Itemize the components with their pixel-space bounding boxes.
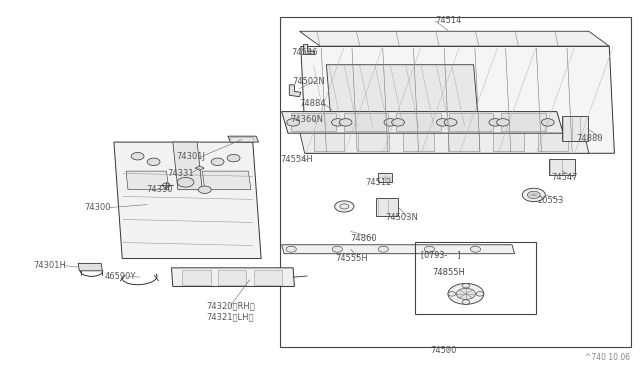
Polygon shape (326, 65, 479, 127)
Circle shape (448, 283, 484, 304)
Polygon shape (282, 245, 515, 254)
Polygon shape (173, 142, 202, 190)
Bar (538, 132, 568, 151)
Circle shape (436, 119, 449, 126)
Polygon shape (282, 112, 563, 133)
Circle shape (198, 186, 211, 193)
Bar (230, 137, 253, 141)
Text: 74360N: 74360N (290, 115, 323, 124)
Polygon shape (126, 171, 169, 190)
Text: 74503N: 74503N (385, 213, 418, 222)
Polygon shape (303, 44, 314, 54)
Bar (291, 113, 336, 131)
Circle shape (378, 246, 388, 252)
Circle shape (541, 119, 554, 126)
Circle shape (470, 246, 481, 252)
Circle shape (335, 201, 354, 212)
Text: 46590Y: 46590Y (104, 272, 136, 280)
Circle shape (522, 188, 545, 202)
Text: 74555H: 74555H (335, 254, 368, 263)
Bar (448, 132, 479, 151)
Polygon shape (114, 142, 261, 259)
Circle shape (527, 191, 540, 199)
Polygon shape (195, 166, 204, 170)
Text: [0793-    ]: [0793- ] (421, 250, 461, 259)
Polygon shape (202, 171, 251, 190)
Bar (358, 132, 389, 151)
Circle shape (227, 154, 240, 162)
Circle shape (332, 119, 344, 126)
Bar (344, 113, 388, 131)
Circle shape (177, 177, 194, 187)
Text: 74547: 74547 (552, 173, 578, 182)
Circle shape (384, 119, 397, 126)
Text: 74502N: 74502N (292, 77, 324, 86)
Bar (501, 113, 546, 131)
Polygon shape (301, 46, 614, 153)
Text: 74331: 74331 (167, 169, 194, 178)
Circle shape (211, 158, 224, 166)
Bar (182, 270, 211, 285)
Text: 74320〈RH〉: 74320〈RH〉 (207, 301, 255, 310)
Text: ^740 10.06: ^740 10.06 (585, 353, 630, 362)
Text: 74880: 74880 (576, 134, 603, 143)
Polygon shape (78, 263, 102, 271)
Text: 74855H: 74855H (433, 268, 465, 277)
Text: 74860: 74860 (351, 234, 378, 243)
Circle shape (462, 300, 470, 304)
Circle shape (476, 292, 484, 296)
Text: 74330: 74330 (146, 185, 173, 194)
Bar (403, 132, 434, 151)
Bar (378, 173, 392, 182)
Circle shape (462, 283, 470, 288)
Bar (314, 132, 344, 151)
Text: 74546: 74546 (291, 48, 317, 57)
Bar (549, 159, 575, 175)
Bar (218, 270, 246, 285)
Bar (449, 113, 493, 131)
Text: 74514: 74514 (435, 16, 461, 25)
Circle shape (131, 153, 144, 160)
Bar (493, 132, 524, 151)
Polygon shape (228, 136, 259, 142)
Circle shape (456, 288, 476, 299)
Circle shape (392, 119, 404, 126)
Bar (376, 198, 398, 216)
Polygon shape (300, 131, 589, 153)
Circle shape (497, 119, 509, 126)
Circle shape (287, 119, 300, 126)
Text: 74301J: 74301J (177, 153, 205, 161)
Circle shape (340, 204, 349, 209)
Circle shape (424, 246, 435, 252)
Polygon shape (172, 268, 294, 286)
Polygon shape (300, 31, 609, 46)
Circle shape (339, 119, 352, 126)
Circle shape (489, 119, 502, 126)
Text: 74884: 74884 (300, 99, 326, 108)
Text: 74301H: 74301H (33, 261, 66, 270)
Text: 74321〈LH〉: 74321〈LH〉 (207, 312, 254, 321)
Bar (562, 116, 588, 141)
Circle shape (286, 246, 296, 252)
Text: 74512: 74512 (365, 178, 391, 187)
Bar (415, 242, 536, 314)
Circle shape (332, 246, 342, 252)
Text: 20553: 20553 (538, 196, 564, 205)
Text: 74554H: 74554H (280, 155, 313, 164)
Circle shape (444, 119, 457, 126)
Circle shape (147, 158, 160, 166)
Text: 74300: 74300 (84, 203, 111, 212)
Bar (396, 113, 441, 131)
Bar (280, 17, 631, 347)
Circle shape (448, 292, 456, 296)
Bar (254, 270, 282, 285)
Text: 74500: 74500 (430, 346, 456, 355)
Polygon shape (289, 85, 301, 97)
